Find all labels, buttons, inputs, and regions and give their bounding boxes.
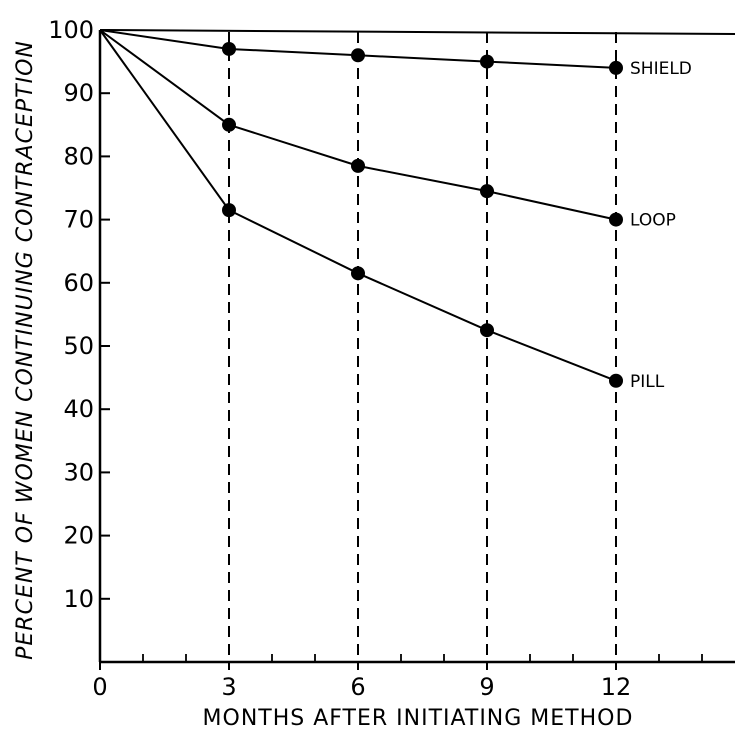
x-axis-minor-ticks (142, 654, 703, 662)
y-tick-label: 70 (63, 206, 94, 234)
y-tick-label: 50 (63, 332, 94, 360)
plot-frame (98, 29, 736, 664)
series-label-shield: SHIELD (630, 59, 692, 79)
x-tick-label: 0 (92, 673, 107, 701)
data-point-pill (480, 323, 494, 338)
y-tick-label: 20 (63, 522, 94, 550)
data-point-loop (480, 184, 494, 199)
x-tick-label: 9 (479, 673, 494, 701)
y-tick-label: 10 (63, 585, 94, 613)
x-tick-label: 3 (221, 673, 236, 701)
data-point-shield (351, 48, 365, 63)
data-point-pill (609, 373, 623, 388)
y-tick-label: 30 (63, 458, 94, 486)
vertical-dashed-lines (228, 32, 617, 662)
data-point-shield (609, 60, 623, 75)
x-axis-label: MONTHS AFTER INITIATING METHOD (203, 706, 634, 731)
top-border-line (99, 29, 736, 35)
y-axis-ticks: 10 20 30 40 50 60 70 80 90 100 (48, 16, 110, 613)
y-axis-label: PERCENT OF WOMEN CONTINUING CONTRACEPTIO… (13, 40, 38, 660)
y-tick-label: 80 (63, 142, 94, 170)
data-point-loop (351, 158, 365, 173)
y-tick-label: 100 (48, 16, 94, 44)
data-point-shield (222, 41, 236, 56)
x-tick-label: 12 (601, 673, 632, 701)
y-tick-label: 60 (63, 269, 94, 297)
data-point-loop (222, 117, 236, 132)
series-labels: SHIELD LOOP PILL (630, 59, 692, 392)
data-point-pill (351, 266, 365, 281)
y-tick-label: 40 (63, 395, 94, 423)
data-point-shield (480, 54, 494, 69)
series-points (222, 41, 623, 388)
data-point-pill (222, 203, 236, 218)
series-label-loop: LOOP (630, 211, 676, 231)
y-tick-label: 90 (63, 79, 94, 107)
x-tick-label: 6 (350, 673, 365, 701)
x-axis-ticks: 0 3 6 9 12 (92, 662, 631, 701)
data-point-loop (609, 212, 623, 227)
series-label-pill: PILL (630, 372, 665, 392)
